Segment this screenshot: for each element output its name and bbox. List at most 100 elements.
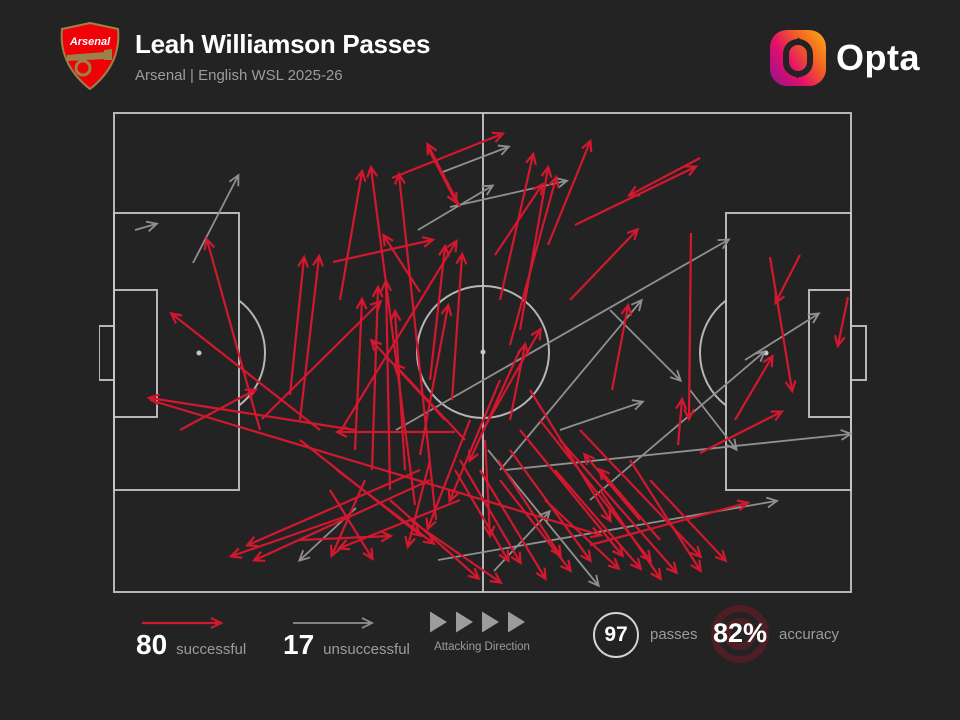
opta-logo-text: Opta [836, 37, 921, 78]
pass-arrow-successful [699, 410, 785, 454]
pass-arrow-successful [574, 165, 699, 226]
attacking-direction-legend: Attacking Direction [427, 611, 537, 653]
pass-arrow-successful [409, 519, 503, 584]
pass-arrow-successful [579, 429, 703, 559]
pass-arrow-successful [329, 489, 374, 561]
unsuccessful-label: unsuccessful [323, 641, 410, 658]
attacking-direction-label: Attacking Direction [434, 641, 530, 653]
pass-arrow-successful [428, 243, 450, 381]
crest-cannon-barrel [67, 52, 106, 61]
pass-arrow-successful [554, 469, 643, 571]
opta-logo-icon [770, 30, 826, 86]
pass-arrow-successful [418, 302, 453, 456]
pass-arrow-successful [149, 398, 604, 539]
header-titleblock: Leah Williamson Passes Arsenal | English… [135, 29, 430, 84]
accuracy-ring-inner [724, 618, 756, 650]
pass-arrow-successful [228, 513, 351, 559]
passes-stat-circle: 97 [593, 612, 639, 658]
pass-arrow-unsuccessful [689, 389, 738, 452]
crest-cannon-muzzle [104, 49, 112, 60]
pass-arrow-successful [329, 479, 367, 559]
pass-arrow-successful [529, 389, 612, 523]
pass-arrow-successful [649, 479, 728, 563]
pass-arrow-unsuccessful [559, 399, 645, 431]
pass-arrow-successful [426, 145, 458, 206]
opta-o-cut-top [795, 37, 811, 51]
pass-arrow-successful [494, 182, 544, 256]
pass-arrow-unsuccessful [192, 173, 240, 264]
pass-arrow-unsuccessful [449, 177, 569, 208]
pass-arrow-unsuccessful [134, 220, 159, 232]
pass-arrow-successful [389, 499, 481, 581]
left-penalty-spot [196, 350, 202, 356]
pass-arrow-successful [519, 429, 625, 558]
pass-arrow-successful [589, 499, 751, 547]
pass-arrow-successful [508, 174, 560, 346]
pass-arrow-successful [626, 157, 701, 197]
accuracy-label: accuracy [779, 626, 840, 643]
pass-arrow-successful [468, 349, 522, 464]
pass-arrow-successful [508, 341, 530, 421]
pass-arrow-successful [391, 131, 506, 180]
left-penalty-arc [238, 299, 267, 407]
right-goal [850, 325, 867, 381]
pass-arrow-unsuccessful [417, 184, 495, 231]
pass-arrow-unsuccessful [499, 298, 643, 471]
pass-arrow-unsuccessful [589, 350, 767, 501]
pass-arrow-successful [768, 256, 797, 394]
right-penalty-arc [698, 299, 727, 407]
opta-squircle [770, 30, 826, 86]
pass-arrow-successful [629, 459, 702, 573]
pass-arrow-successful [683, 232, 696, 422]
page-subtitle: Arsenal | English WSL 2025-26 [135, 67, 343, 84]
pass-arrow-successful [299, 439, 423, 538]
pass-arrow-unsuccessful [439, 144, 511, 174]
pass-arrow-successful [482, 326, 542, 431]
successful-count: 80 [136, 629, 168, 660]
pass-arrow-successful [366, 164, 417, 506]
pass-arrow-successful [774, 254, 801, 306]
pass-arrow-successful [425, 419, 472, 532]
pass-arrow-unsuccessful [395, 238, 731, 431]
pass-arrow-successful [610, 302, 633, 391]
successful-legend-arrow [142, 617, 224, 629]
successful-label: successful [176, 641, 247, 658]
page-title: Leah Williamson Passes [135, 29, 431, 59]
pass-map-pitch [99, 112, 867, 593]
pass-arrow-successful [544, 499, 621, 571]
pass-arrow-unsuccessful [609, 309, 683, 383]
pass-arrow-successful [380, 278, 393, 491]
legend-unsuccessful: 17 unsuccessful [283, 629, 410, 661]
passes-value: 97 [604, 623, 628, 646]
pitch-markings [99, 112, 867, 593]
pass-arrow-successful [179, 388, 259, 431]
pass-arrow-successful [499, 479, 573, 573]
pass-arrow-successful [675, 396, 688, 446]
pass-arrow-unsuccessful [744, 312, 821, 361]
passes-label: passes [650, 626, 698, 643]
arsenal-crest-logo: Arsenal [60, 22, 120, 90]
pass-arrow-successful [833, 296, 850, 349]
pass-arrow-successful [299, 530, 394, 543]
pass-arrow-successful [261, 299, 383, 420]
pass-arrow-successful [497, 459, 562, 558]
pass-arrow-successful [338, 168, 367, 301]
crest-cannon-wheel [74, 59, 92, 77]
pass-arrow-successful [288, 254, 310, 396]
pass-arrow-successful [146, 393, 356, 432]
pass-arrow-successful [498, 151, 537, 301]
pass-arrow-successful [169, 311, 321, 431]
pass-arrow-successful [450, 251, 468, 401]
unsuccessful-legend-arrow [293, 617, 375, 629]
pass-arrow-successful [426, 141, 461, 208]
crest-text: Arsenal [69, 36, 111, 48]
pass-arrow-successful [559, 439, 679, 575]
right-penalty-spot [763, 350, 769, 356]
pass-arrow-successful [582, 452, 641, 521]
pass-arrows-layer [134, 131, 853, 588]
pass-arrow-successful [569, 227, 640, 301]
pass-arrow-successful [447, 379, 502, 504]
opta-o-cut-bottom [785, 65, 801, 79]
pass-arrow-successful [298, 253, 324, 421]
